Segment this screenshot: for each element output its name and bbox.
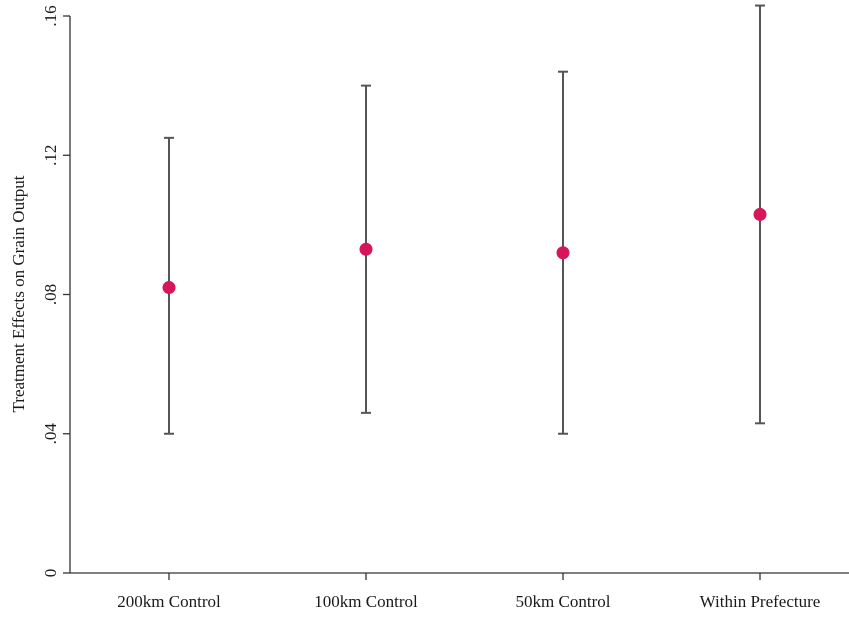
point-estimate	[753, 207, 767, 221]
y-tick-label: .16	[41, 5, 60, 26]
point-estimate	[162, 281, 176, 295]
x-ticks: 200km Control 100km Control 50km Control Wi…	[117, 573, 820, 611]
axes	[69, 16, 849, 574]
y-tick-label: .04	[41, 423, 60, 445]
y-ticks: 0 .04 .08 .12 .16	[41, 5, 70, 577]
x-tick-label: 200km Control	[117, 592, 221, 611]
y-axis-label: Treatment Effects on Grain Output	[9, 175, 28, 412]
y-tick-label: .12	[41, 145, 60, 166]
point-estimate	[359, 242, 373, 256]
data-marks	[162, 4, 767, 435]
point-estimate	[556, 246, 570, 260]
y-tick-label: 0	[41, 569, 60, 578]
x-tick-label: Within Prefecture	[700, 592, 821, 611]
y-tick-label: .08	[41, 284, 60, 305]
x-tick-label: 50km Control	[516, 592, 611, 611]
x-tick-label: 100km Control	[314, 592, 418, 611]
